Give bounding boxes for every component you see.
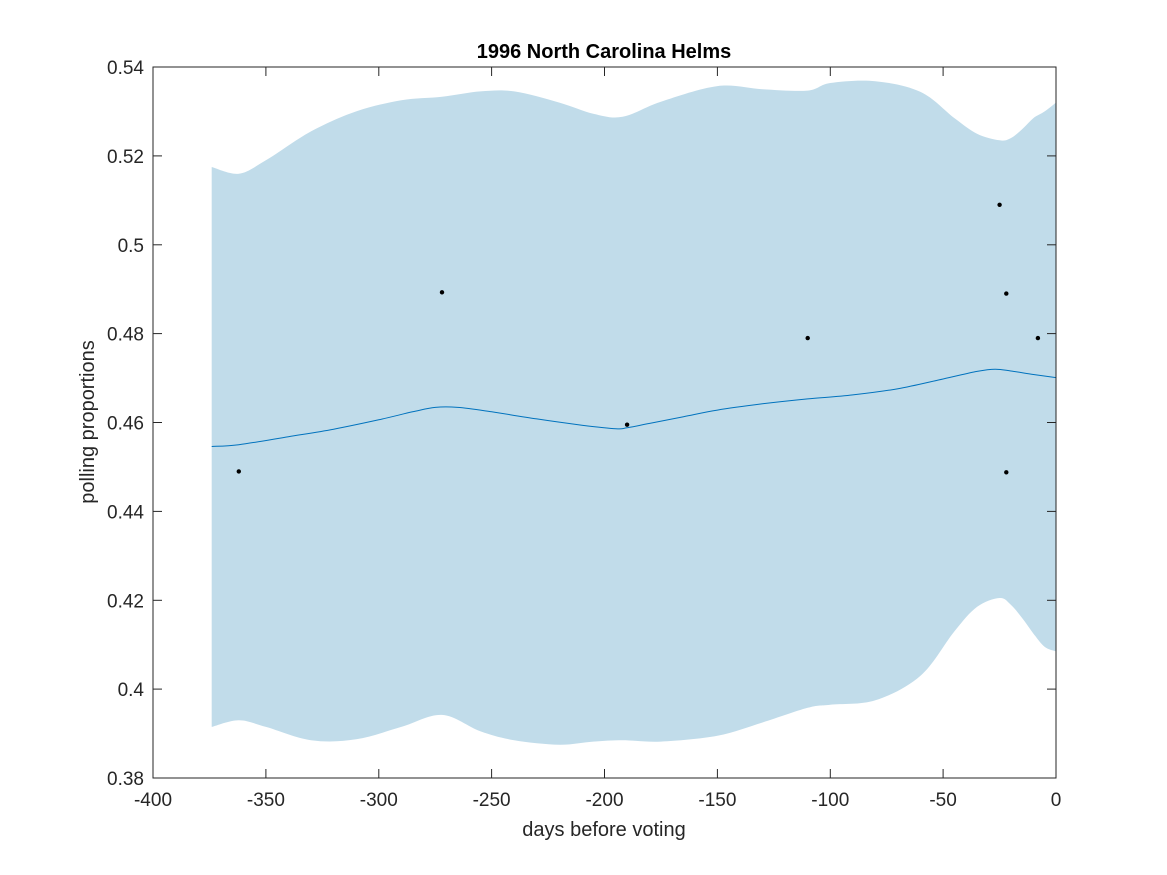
- x-tick-label: -50: [929, 790, 956, 811]
- data-point: [997, 202, 1002, 207]
- data-points: [236, 202, 1041, 475]
- y-tick-label: 0.42: [107, 591, 144, 612]
- data-point: [624, 422, 630, 427]
- x-tick-label: 0: [1051, 790, 1062, 811]
- x-tick-label: -400: [134, 790, 172, 811]
- y-tick-label: 0.44: [107, 502, 144, 523]
- data-point: [236, 469, 241, 474]
- x-tick-label: -100: [811, 790, 849, 811]
- data-point: [1035, 335, 1041, 341]
- y-tick-label: 0.54: [107, 58, 144, 79]
- x-tick-label: -300: [360, 790, 398, 811]
- x-tick-label: -200: [585, 790, 623, 811]
- x-axis-label: days before voting: [522, 819, 685, 841]
- y-axis-label: polling proportions: [77, 340, 99, 503]
- x-tick-label: -250: [473, 790, 511, 811]
- y-tick-label: 0.52: [107, 147, 144, 168]
- y-tick-label: 0.38: [107, 769, 144, 790]
- chart-title: 1996 North Carolina Helms: [477, 41, 732, 63]
- y-tick-label: 0.4: [118, 680, 145, 701]
- y-tick-label: 0.48: [107, 325, 144, 346]
- data-point: [805, 335, 810, 341]
- confidence-band: [211, 80, 1056, 745]
- plot-area: [211, 80, 1057, 745]
- data-point: [1004, 470, 1009, 475]
- x-tick-label: -150: [698, 790, 736, 811]
- x-axis: -400 -350 -300 -250 -200 -150 -100 -50 0: [134, 67, 1061, 811]
- y-tick-label: 0.46: [107, 414, 144, 435]
- x-tick-label: -350: [247, 790, 285, 811]
- y-tick-label: 0.5: [118, 236, 144, 257]
- trend-line: [211, 368, 1057, 447]
- data-point: [1004, 291, 1009, 296]
- y-axis: 0.38 0.4 0.42 0.44 0.46 0.48 0.5 0.52 0.54: [107, 58, 1056, 790]
- data-point: [439, 290, 445, 295]
